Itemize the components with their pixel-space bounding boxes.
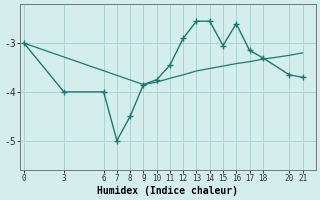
X-axis label: Humidex (Indice chaleur): Humidex (Indice chaleur) [98,186,238,196]
